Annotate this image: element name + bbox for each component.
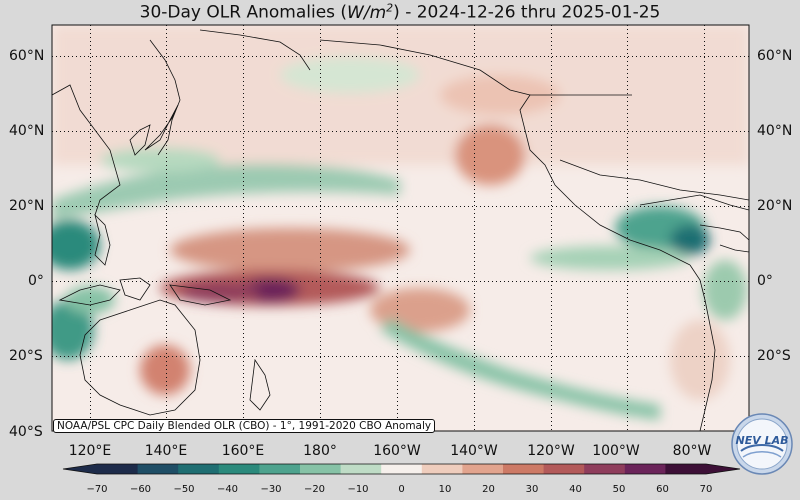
logo-text: NEV LAB	[736, 434, 789, 447]
colorbar-segment	[503, 464, 545, 474]
lat-label-left-20n: 20°N	[9, 198, 45, 214]
lon-label-180: 180°	[303, 443, 337, 459]
colorbar-segment	[665, 464, 707, 474]
colorbar-tick-label: 70	[699, 484, 713, 495]
colorbar-segment	[97, 464, 139, 474]
anomaly-field	[52, 25, 749, 420]
lon-label-160w: 160°W	[373, 443, 421, 459]
lon-label-120e: 120°E	[68, 443, 112, 459]
lat-label-right-20s: 20°S	[757, 348, 791, 364]
lat-label-left-60n: 60°N	[9, 48, 45, 64]
colorbar-segment	[584, 464, 626, 474]
colorbar-segment	[218, 464, 260, 474]
colorbar-outline	[62, 463, 741, 475]
lat-label-right-60n: 60°N	[757, 48, 793, 64]
colorbar-segment	[421, 464, 463, 474]
lat-label-left-40s: 40°S	[9, 424, 43, 440]
lat-label-right-40n: 40°N	[757, 123, 793, 139]
colorbar-segment	[624, 464, 666, 474]
colorbar-tick-label: 50	[612, 484, 626, 495]
lon-label-160e: 160°E	[221, 443, 265, 459]
colorbar-segment	[462, 464, 504, 474]
colorbar-tick-label: −40	[216, 484, 239, 495]
colorbar-tick-label: −70	[86, 484, 108, 495]
lon-label-120w: 120°W	[527, 443, 575, 459]
map-area	[51, 24, 750, 432]
source-note: NOAA/PSL CPC Daily Blended OLR (CBO) - 1…	[53, 419, 436, 433]
colorbar-extend-max	[706, 464, 740, 474]
lat-label-left-20s: 20°S	[9, 348, 43, 364]
colorbar-tick-label: 30	[525, 484, 539, 495]
lat-label-right-20n: 20°N	[757, 198, 793, 214]
colorbar-segment	[543, 464, 585, 474]
map-title: 30-Day OLR Anomalies (W/m2) - 2024-12-26…	[139, 1, 661, 23]
lon-label-140e: 140°E	[144, 443, 188, 459]
colorbar-segment	[381, 464, 423, 474]
colorbar-tick-label: 0	[398, 484, 405, 495]
title-unit: W/m2	[347, 1, 394, 23]
colorbar-tick-label: −10	[347, 484, 369, 495]
colorbar-tick-label: 60	[656, 484, 669, 495]
colorbar-tick-label: −60	[129, 484, 152, 495]
colorbar-extend-min	[63, 464, 97, 474]
colorbar-segment	[137, 464, 179, 474]
colorbar-segment	[340, 464, 382, 474]
colorbar-tick-label: −50	[173, 484, 195, 495]
lat-label-right-0: 0°	[757, 273, 773, 289]
colorbar-segment	[178, 464, 220, 474]
colorbar-tick-label: 20	[482, 484, 495, 495]
colorbar-segment	[259, 464, 301, 474]
colorbar-tick-label: 40	[569, 484, 582, 495]
lon-label-80w: 80°W	[672, 443, 712, 459]
noaa-psl-logo: NEV LAB	[731, 413, 793, 475]
coastlines	[52, 29, 749, 431]
colorbar	[62, 463, 741, 475]
lat-label-left-40n: 40°N	[9, 123, 45, 139]
colorbar-tick-label: 10	[438, 484, 452, 495]
colorbar-tick-label: −20	[303, 484, 326, 495]
lat-label-left-0: 0°	[28, 273, 44, 289]
colorbar-segment	[300, 464, 342, 474]
graticule	[52, 25, 749, 431]
lon-label-140w: 140°W	[450, 443, 498, 459]
lon-label-100w: 100°W	[592, 443, 640, 459]
colorbar-tick-label: −30	[260, 484, 282, 495]
